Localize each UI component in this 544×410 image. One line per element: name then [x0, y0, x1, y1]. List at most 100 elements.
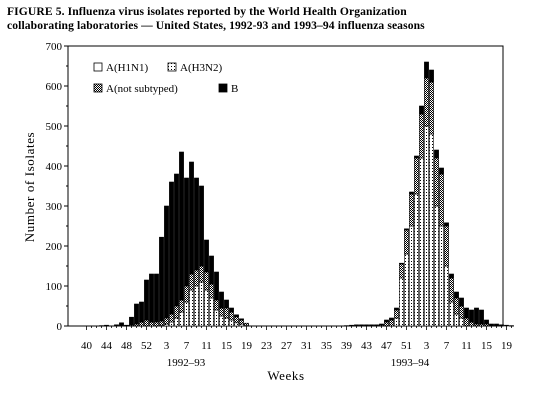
bar-b-week-51 [139, 301, 144, 323]
bar-b-week-1 [149, 273, 154, 323]
bar-ns-week-12 [464, 317, 469, 327]
bar-ns-week-11 [199, 265, 204, 283]
bar-ns-week-14 [214, 299, 219, 311]
bar-b-week-42 [354, 324, 359, 327]
bar-b-week-13 [469, 309, 474, 323]
y-tick-label: 0 [57, 321, 63, 333]
bar-b-week-12 [464, 307, 469, 319]
bar-ns-week-10 [454, 297, 459, 315]
x-tick-label: 31 [301, 340, 312, 352]
x-tick-label: 52 [141, 340, 152, 352]
season-label-1992-93: 1992–93 [167, 357, 206, 369]
bar-h3n2-week-1 [409, 225, 414, 327]
x-tick-label: 3 [164, 340, 170, 352]
x-tick-label: 19 [241, 340, 253, 352]
legend-swatch-b [218, 83, 228, 93]
bar-ns-week-52 [144, 319, 149, 327]
x-axis-title: Weeks [267, 368, 304, 383]
bar-ns-week-12 [204, 271, 209, 291]
x-tick-label: 35 [321, 340, 333, 352]
bar-b-week-46 [114, 324, 119, 327]
bar-ns-week-9 [449, 277, 454, 303]
bar-h3n2-week-10 [194, 285, 199, 327]
x-tick-label: 15 [481, 340, 493, 352]
bar-ns-week-13 [469, 321, 474, 327]
bar-b-week-15 [479, 309, 484, 325]
x-tick-label: 3 [424, 340, 430, 352]
legend-label-h3n2: A(H3N2) [180, 62, 222, 74]
bar-b-week-3 [419, 105, 424, 115]
bar-h3n2-week-5 [429, 133, 434, 327]
bar-h3n2-week-9 [189, 289, 194, 327]
bar-b-week-47 [379, 323, 384, 326]
x-tick-label: 19 [501, 340, 513, 352]
x-tick-label: 39 [341, 340, 353, 352]
figure-title: FIGURE 5. Influenza virus isolates repor… [7, 5, 537, 33]
bars-layer [99, 61, 514, 327]
bar-ns-week-19 [239, 319, 244, 325]
bar-b-week-4 [164, 205, 169, 319]
x-tick-label: 7 [184, 340, 190, 352]
bar-h3n2-week-51 [399, 277, 404, 327]
bar-ns-week-13 [209, 283, 214, 299]
bar-b-week-44 [104, 324, 109, 327]
bar-ns-week-20 [244, 322, 249, 326]
bar-b-week-4 [424, 61, 429, 79]
y-tick-label: 300 [46, 201, 63, 213]
bar-b-week-12 [204, 239, 209, 273]
bar-h3n2-week-10 [454, 313, 459, 327]
legend-swatch-h3n2 [167, 62, 177, 72]
bar-h3n2-week-18 [234, 322, 239, 327]
bar-ns-week-10 [194, 269, 199, 287]
bar-b-week-20 [504, 324, 509, 327]
bar-ns-week-6 [434, 157, 439, 207]
bar-ns-week-18 [234, 316, 239, 324]
legend-swatch-ns [93, 83, 103, 93]
bar-h3n2-week-6 [174, 317, 179, 327]
bar-ns-week-2 [414, 157, 419, 195]
bar-ns-week-9 [189, 273, 194, 291]
bar-b-week-52 [404, 228, 409, 231]
legend-label-b: B [231, 83, 238, 95]
x-tick-label: 11 [201, 340, 212, 352]
bar-h3n2-week-5 [169, 321, 174, 327]
bar-b-week-49 [129, 316, 134, 326]
bar-b-week-52 [144, 279, 149, 321]
y-tick-label: 200 [46, 241, 63, 253]
x-tick-label: 7 [444, 340, 450, 352]
x-tick-label: 51 [401, 340, 412, 352]
bar-b-week-8 [444, 222, 449, 227]
x-tick-label: 15 [221, 340, 233, 352]
legend-label-ns: A(not subtyped) [106, 83, 178, 95]
bar-h3n2-week-15 [219, 315, 224, 327]
bar-b-week-9 [449, 273, 454, 279]
bar-h3n2-week-6 [434, 205, 439, 327]
y-axis-title: Number of Isolates [22, 132, 37, 242]
bar-b-week-50 [394, 307, 399, 311]
bar-b-week-10 [194, 177, 199, 271]
bar-ns-week-1 [149, 321, 154, 327]
bar-b-week-10 [454, 291, 459, 299]
bar-b-week-16 [224, 299, 229, 309]
bar-h3n2-week-16 [224, 317, 229, 327]
legend: A(H1N1) A(H3N2) A(not subtyped) B [93, 62, 238, 95]
y-tick-label: 600 [46, 81, 63, 93]
x-tick-label: 47 [381, 340, 393, 352]
bar-b-week-18 [494, 323, 499, 327]
bar-b-week-41 [349, 324, 354, 327]
legend-label-h1n1: A(H1N1) [106, 62, 148, 74]
y-axis: 0 100 200 300 400 500 600 700 [46, 41, 68, 333]
bar-ns-week-49 [389, 319, 394, 327]
bar-b-week-18 [234, 314, 239, 318]
bar-ns-week-5 [169, 313, 174, 323]
bar-h3n2-week-50 [394, 317, 399, 327]
bar-b-week-49 [389, 317, 394, 321]
x-tick-label: 44 [101, 340, 113, 352]
bar-h3n2-week-4 [424, 125, 429, 327]
bar-ns-week-5 [429, 81, 434, 135]
bar-b-week-45 [369, 324, 374, 327]
y-tick-label: 100 [46, 281, 63, 293]
bar-b-week-16 [484, 319, 489, 325]
bar-b-week-9 [189, 161, 194, 275]
bar-h3n2-week-8 [184, 301, 189, 327]
